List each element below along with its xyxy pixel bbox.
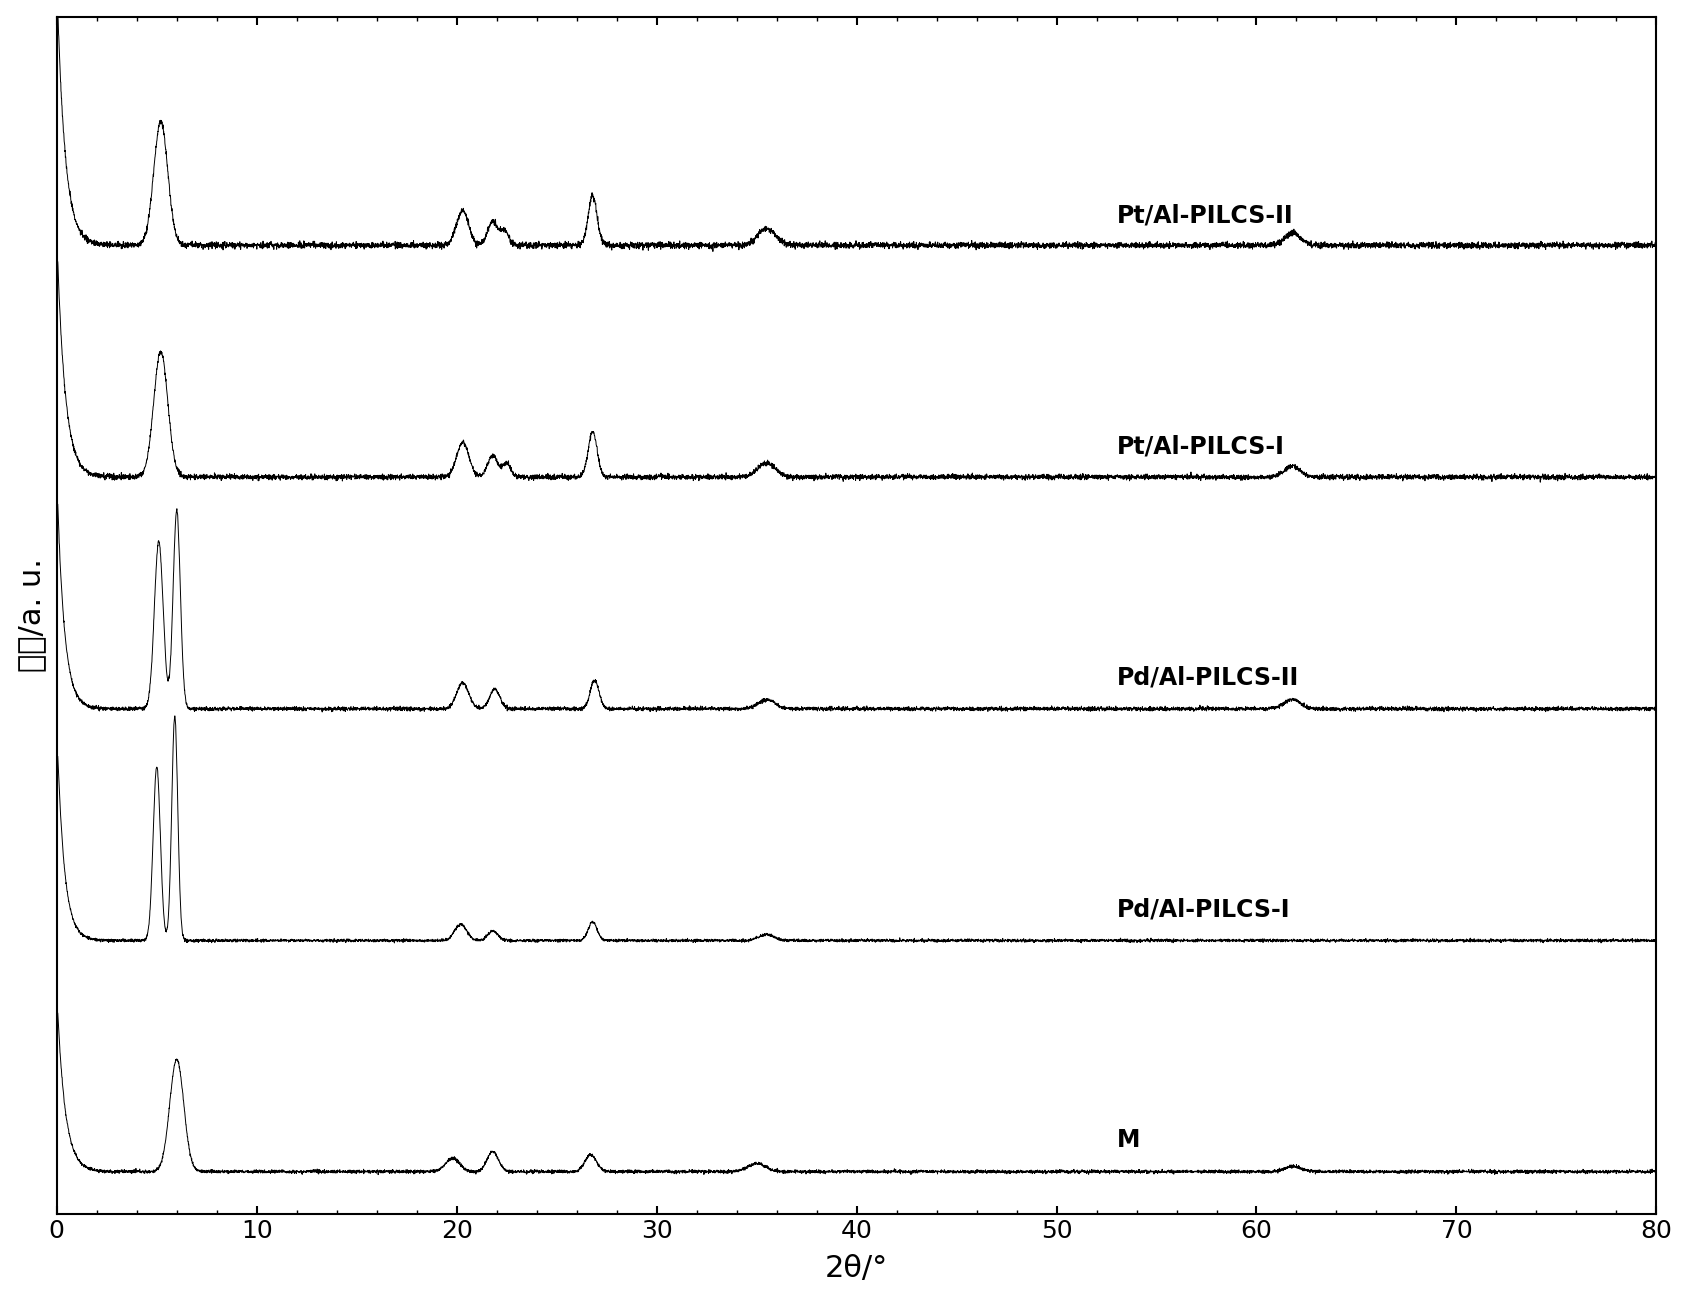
X-axis label: 2θ/°: 2θ/° xyxy=(824,1254,888,1283)
Text: Pd/Al-PILCS-II: Pd/Al-PILCS-II xyxy=(1116,666,1299,690)
Y-axis label: 强度/a. u.: 强度/a. u. xyxy=(17,559,46,672)
Text: Pt/Al-PILCS-I: Pt/Al-PILCS-I xyxy=(1116,434,1284,459)
Text: Pd/Al-PILCS-I: Pd/Al-PILCS-I xyxy=(1116,897,1290,922)
Text: Pt/Al-PILCS-II: Pt/Al-PILCS-II xyxy=(1116,203,1294,228)
Text: M: M xyxy=(1116,1128,1140,1152)
